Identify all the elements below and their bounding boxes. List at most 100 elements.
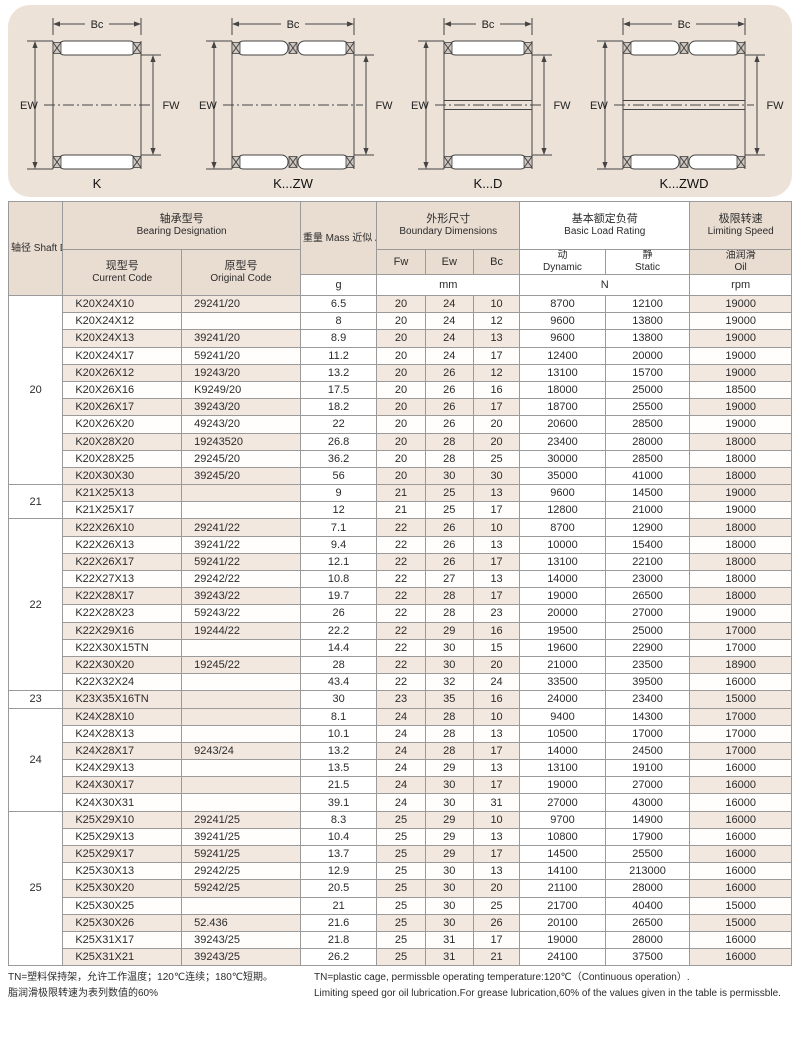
bc-cell: 23 [472, 604, 521, 623]
dynamic-load-cell: 24000 [519, 690, 606, 709]
oil-zh: 油润滑 [725, 250, 756, 262]
bc-cell: 20 [472, 879, 521, 898]
table-row: K20X26X12 19243/20 13.2 20 26 12 13100 15700 190… [9, 363, 792, 382]
table-row: K20X26X20 49243/20 22 20 26 20 20600 28500 19000 [9, 415, 792, 434]
bc-cell: 13 [472, 329, 521, 348]
fw-cell: 25 [376, 879, 426, 898]
mass-cell: 22.2 [299, 621, 378, 640]
fw-cell: 23 [376, 690, 426, 709]
static-load-cell: 25500 [604, 844, 691, 864]
mass-cell: 10.8 [299, 569, 378, 589]
original-code-cell: 29241/20 [181, 294, 301, 314]
static-load-cell: 22100 [604, 552, 691, 572]
static-load-cell: 213000 [604, 862, 691, 881]
current-code-cell: K22X32X24 [62, 673, 183, 692]
ew-cell: 25 [424, 484, 474, 503]
static-load-cell: 25000 [604, 621, 691, 640]
static-load-cell: 40400 [604, 896, 691, 915]
bc-cell: 12 [472, 363, 521, 382]
dynamic-load-cell: 35000 [519, 466, 606, 486]
current-code-cell: K21X25X17 [62, 501, 183, 520]
static-load-cell: 41000 [604, 466, 691, 486]
dynamic-load-cell: 13100 [519, 363, 606, 382]
dynamic-load-cell: 14500 [519, 844, 606, 864]
ew-cell: 28 [424, 707, 474, 726]
original-code-cell [181, 896, 301, 915]
fw-cell: 22 [376, 621, 426, 640]
oil-speed-cell: 17000 [689, 638, 792, 657]
table-row: K22X28X23 59243/22 26 22 28 23 20000 27000 19000 [9, 604, 792, 623]
oil-speed-cell: 16000 [689, 793, 792, 812]
mass-cell: 13.2 [299, 741, 378, 761]
current-code-cell: K24X30X31 [62, 793, 183, 812]
table-row: K25X30X20 59242/25 20.5 25 30 20 21100 28000 160… [9, 879, 792, 898]
svg-text:Bc: Bc [286, 19, 299, 31]
oil-speed-cell: 19000 [689, 415, 792, 434]
static-load-cell: 25500 [604, 398, 691, 417]
original-code-cell: 9243/24 [181, 741, 301, 761]
original-code-cell: K9249/20 [181, 380, 301, 400]
diagram-panel: Bc EW FW K Bc EW FW K...ZW Bc EW FW K...D Bc EW FW K...… [8, 5, 792, 197]
table-row: K22X32X24 43.4 22 32 24 33500 39500 16000 [9, 673, 792, 692]
bearing-diagram-kzwd: Bc EW FW K...ZWD [590, 18, 784, 191]
current-code-cell: K23X35X16TN [62, 690, 183, 709]
bc-cell: 17 [472, 587, 521, 606]
mass-cell: 30 [299, 690, 378, 709]
fw-cell: 22 [376, 655, 426, 675]
shaft-diameter-cell: 23 [7, 690, 64, 709]
table-row: K20X28X20 19243520 26.8 20 28 20 23400 28000 180… [9, 432, 792, 451]
table-row: K25X30X26 52.436 21.6 25 30 26 20100 26500 15000 [9, 913, 792, 932]
bc-cell: 13 [472, 759, 521, 778]
bc-cell: 17 [472, 398, 521, 417]
original-code-cell: 59243/22 [181, 604, 301, 623]
static-load-cell: 43000 [604, 793, 691, 812]
ew-cell: 31 [424, 930, 474, 950]
ew-cell: 29 [424, 621, 474, 640]
table-row: K25X29X17 59241/25 13.7 25 29 17 14500 25500 160… [9, 844, 792, 864]
oil-speed-cell: 19000 [689, 312, 792, 331]
static-header: 静 Static [604, 249, 691, 275]
fw-cell: 20 [376, 312, 426, 331]
ew-cell: 30 [424, 776, 474, 795]
dynamic-load-cell: 20000 [519, 604, 606, 623]
ew-cell: 30 [424, 655, 474, 675]
oil-speed-cell: 16000 [689, 844, 792, 864]
ew-cell: 29 [424, 810, 474, 829]
dynamic-load-cell: 14000 [519, 741, 606, 761]
dims-label-zh: 外形尺寸 [426, 212, 471, 225]
ew-cell: 28 [424, 587, 474, 606]
mass-cell: 8 [299, 312, 378, 331]
fw-cell: 25 [376, 862, 426, 881]
table-row: K22X30X20 19245/22 28 22 30 20 21000 23500 18900 [9, 655, 792, 675]
current-code-cell: K24X28X13 [62, 724, 183, 743]
static-load-cell: 23000 [604, 569, 691, 589]
original-code-cell: 52.436 [181, 913, 301, 932]
fw-cell: 24 [376, 741, 426, 761]
table-row: K24X28X17 9243/24 13.2 24 28 17 14000 24500 1700… [9, 741, 792, 761]
dynamic-load-cell: 19000 [519, 930, 606, 950]
dynamic-load-cell: 33500 [519, 673, 606, 692]
bc-cell: 17 [472, 741, 521, 761]
ew-cell: 24 [424, 346, 474, 365]
oil-speed-cell: 16000 [689, 810, 792, 829]
static-zh: 静 [642, 250, 653, 262]
mass-cell: 13.5 [299, 759, 378, 778]
footnote-zh-line2: 脂润滑极限转速为表列数值的60% [8, 987, 159, 999]
dynamic-zh: 动 [557, 250, 568, 262]
static-load-cell: 24500 [604, 741, 691, 761]
original-code-cell: 29242/25 [181, 862, 301, 881]
fw-cell: 25 [376, 810, 426, 829]
dynamic-load-cell: 18000 [519, 380, 606, 400]
static-load-cell: 28500 [604, 415, 691, 434]
ew-cell: 26 [424, 380, 474, 400]
oil-speed-cell: 17000 [689, 741, 792, 761]
dynamic-en: Dynamic [543, 262, 582, 273]
svg-text:EW: EW [590, 100, 608, 112]
mass-cell: 12.1 [299, 552, 378, 572]
shaft-diameter-cell: 25 [7, 810, 64, 967]
load-label-en: Basic Load Rating [564, 226, 646, 238]
fw-cell: 21 [376, 484, 426, 503]
boundary-dimensions-header: 外形尺寸 Boundary Dimensions [376, 201, 521, 250]
svg-text:EW: EW [199, 100, 217, 112]
bc-cell: 17 [472, 844, 521, 864]
